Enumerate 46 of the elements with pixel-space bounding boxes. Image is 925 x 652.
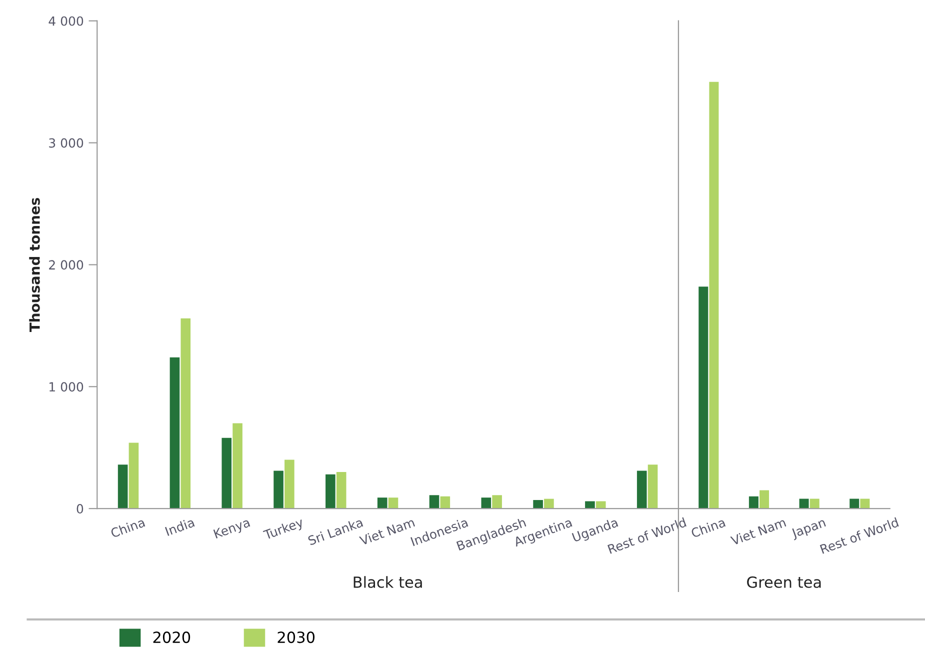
- bar: [860, 498, 870, 509]
- bar: [709, 82, 719, 509]
- bar: [336, 472, 346, 509]
- bar: [326, 474, 336, 509]
- legend-label: 2030: [278, 632, 315, 644]
- bar: [799, 498, 809, 509]
- y-axis-title: Thousand tonnes: [29, 198, 40, 332]
- bar: [850, 498, 860, 509]
- bar: [648, 464, 658, 509]
- bar: [698, 286, 708, 509]
- bar: [636, 470, 647, 509]
- y-tick-label: 0: [76, 504, 84, 514]
- legend-label: 2020: [153, 632, 190, 644]
- bar: [429, 495, 440, 509]
- y-tick-label: 1 000: [50, 382, 84, 392]
- x-tick-label: India: [164, 517, 195, 536]
- bar: [760, 490, 770, 509]
- bar: [118, 464, 128, 509]
- bar: [481, 498, 492, 509]
- bar: [222, 438, 232, 509]
- bar: [284, 460, 294, 509]
- bar: [180, 318, 191, 509]
- bar: [170, 357, 180, 509]
- bar: [377, 498, 388, 509]
- bar: [544, 498, 554, 509]
- x-axis-title: Black tea: [354, 576, 422, 588]
- bar: [533, 500, 543, 509]
- bar: [440, 496, 450, 509]
- bar: [128, 442, 139, 509]
- x-tick-label: Kenya: [213, 518, 252, 541]
- bar: [596, 501, 606, 509]
- bar: [492, 495, 502, 509]
- bar: [810, 498, 820, 509]
- bar: [388, 498, 398, 509]
- bar: [232, 423, 242, 509]
- x-tick-label: Turkey: [262, 517, 305, 542]
- x-axis-title: Green tea: [747, 576, 821, 588]
- bar: [274, 470, 284, 509]
- bar: [748, 496, 758, 509]
- bar: [585, 501, 595, 509]
- y-tick-label: 2 000: [49, 260, 84, 270]
- x-tick-label: Viet Nam: [730, 517, 786, 546]
- x-tick-label: China: [110, 517, 146, 538]
- y-tick-label: 4 000: [48, 16, 84, 26]
- y-tick-label: 3 000: [49, 138, 84, 148]
- x-tick-label: China: [690, 517, 726, 538]
